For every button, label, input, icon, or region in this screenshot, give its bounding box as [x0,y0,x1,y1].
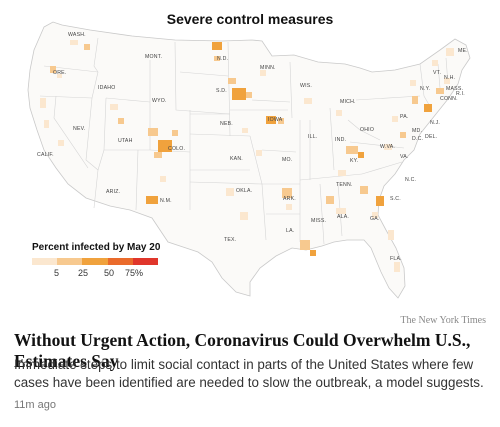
state-label: MASS. [446,86,463,92]
state-label: KY. [350,158,358,164]
state-borders [39,37,449,245]
legend-swatch [107,258,133,265]
state-label: COLO. [168,146,185,152]
state-label: VT. [433,70,441,76]
state-label: UTAH [118,138,133,144]
state-label: WASH. [68,32,86,38]
article-headline[interactable]: Without Urgent Action, Coronavirus Could… [14,330,471,371]
state-label: ORE. [53,70,66,76]
state-label: MINN. [260,65,276,71]
map-legend: Percent infected by May 20 5 25 50 75% [32,242,172,280]
legend-color-scale [32,258,159,265]
state-label: NEV. [73,126,85,132]
state-label: MICH. [340,99,356,105]
state-label: IOWA [268,117,283,123]
state-label: N.Y. [420,86,430,92]
state-label: N.C. [405,177,416,183]
state-label: OHIO [360,127,374,133]
state-label: NEB. [220,121,233,127]
image-credit: The New York Times [400,315,486,326]
state-label: PA. [400,114,409,120]
state-label: ARK. [283,196,296,202]
state-label: IDAHO [98,85,115,91]
state-label: R.I. [456,91,465,97]
state-label: MD. [412,128,422,134]
us-outline [27,21,471,299]
state-label: TEX. [224,237,236,243]
state-label: ALA. [337,214,349,220]
state-label: GA. [370,216,380,222]
legend-swatch [32,258,58,265]
article-timestamp: 11m ago [14,399,56,411]
state-label: S.C. [390,196,401,202]
state-label: WIS. [300,83,312,89]
legend-ticks: 5 25 50 75% [32,268,162,280]
state-label: S.D. [216,88,227,94]
legend-tick: 25 [78,268,89,278]
state-label: MONT. [145,54,162,60]
article-summary: Immediate steps to limit social contact … [14,357,484,390]
state-label: N.D. [217,56,228,62]
state-label: W.VA. [380,144,395,150]
legend-swatch [132,258,159,265]
state-label: VA. [400,154,409,160]
state-label: N.H. [444,75,455,81]
legend-title: Percent infected by May 20 [32,242,161,253]
state-label: MISS. [311,218,326,224]
state-label: WYO. [152,98,167,104]
map-figure: Severe control measures [27,11,471,299]
infection-clusters [40,40,454,272]
legend-swatch [57,258,83,265]
state-label: CALIF. [37,152,54,158]
state-label: CONN. [440,96,458,102]
state-label: N.J. [430,120,440,126]
legend-tick: 50 [104,268,115,278]
state-label: TENN. [336,182,353,188]
legend-tick: 5 [54,268,60,278]
state-label: OKLA. [236,188,252,194]
state-label: FLA. [390,256,402,262]
map-title: Severe control measures [166,11,334,27]
state-label: ARIZ. [106,189,120,195]
state-label: D.C. [412,136,423,142]
state-label: KAN. [230,156,243,162]
state-label: N.M. [160,198,172,204]
state-label: IND. [335,137,346,143]
state-label: MO. [282,157,292,163]
state-label: ME. [458,48,468,54]
state-label: ILL. [308,134,317,140]
legend-swatch [82,258,108,265]
legend-tick: 75% [125,268,144,278]
state-labels: WASH. ORE. IDAHO MONT. WYO. CALIF. NEV. … [37,32,468,262]
us-county-map: WASH. ORE. IDAHO MONT. WYO. CALIF. NEV. … [27,21,471,299]
state-label: DEL. [425,134,437,140]
state-label: LA. [286,228,294,234]
